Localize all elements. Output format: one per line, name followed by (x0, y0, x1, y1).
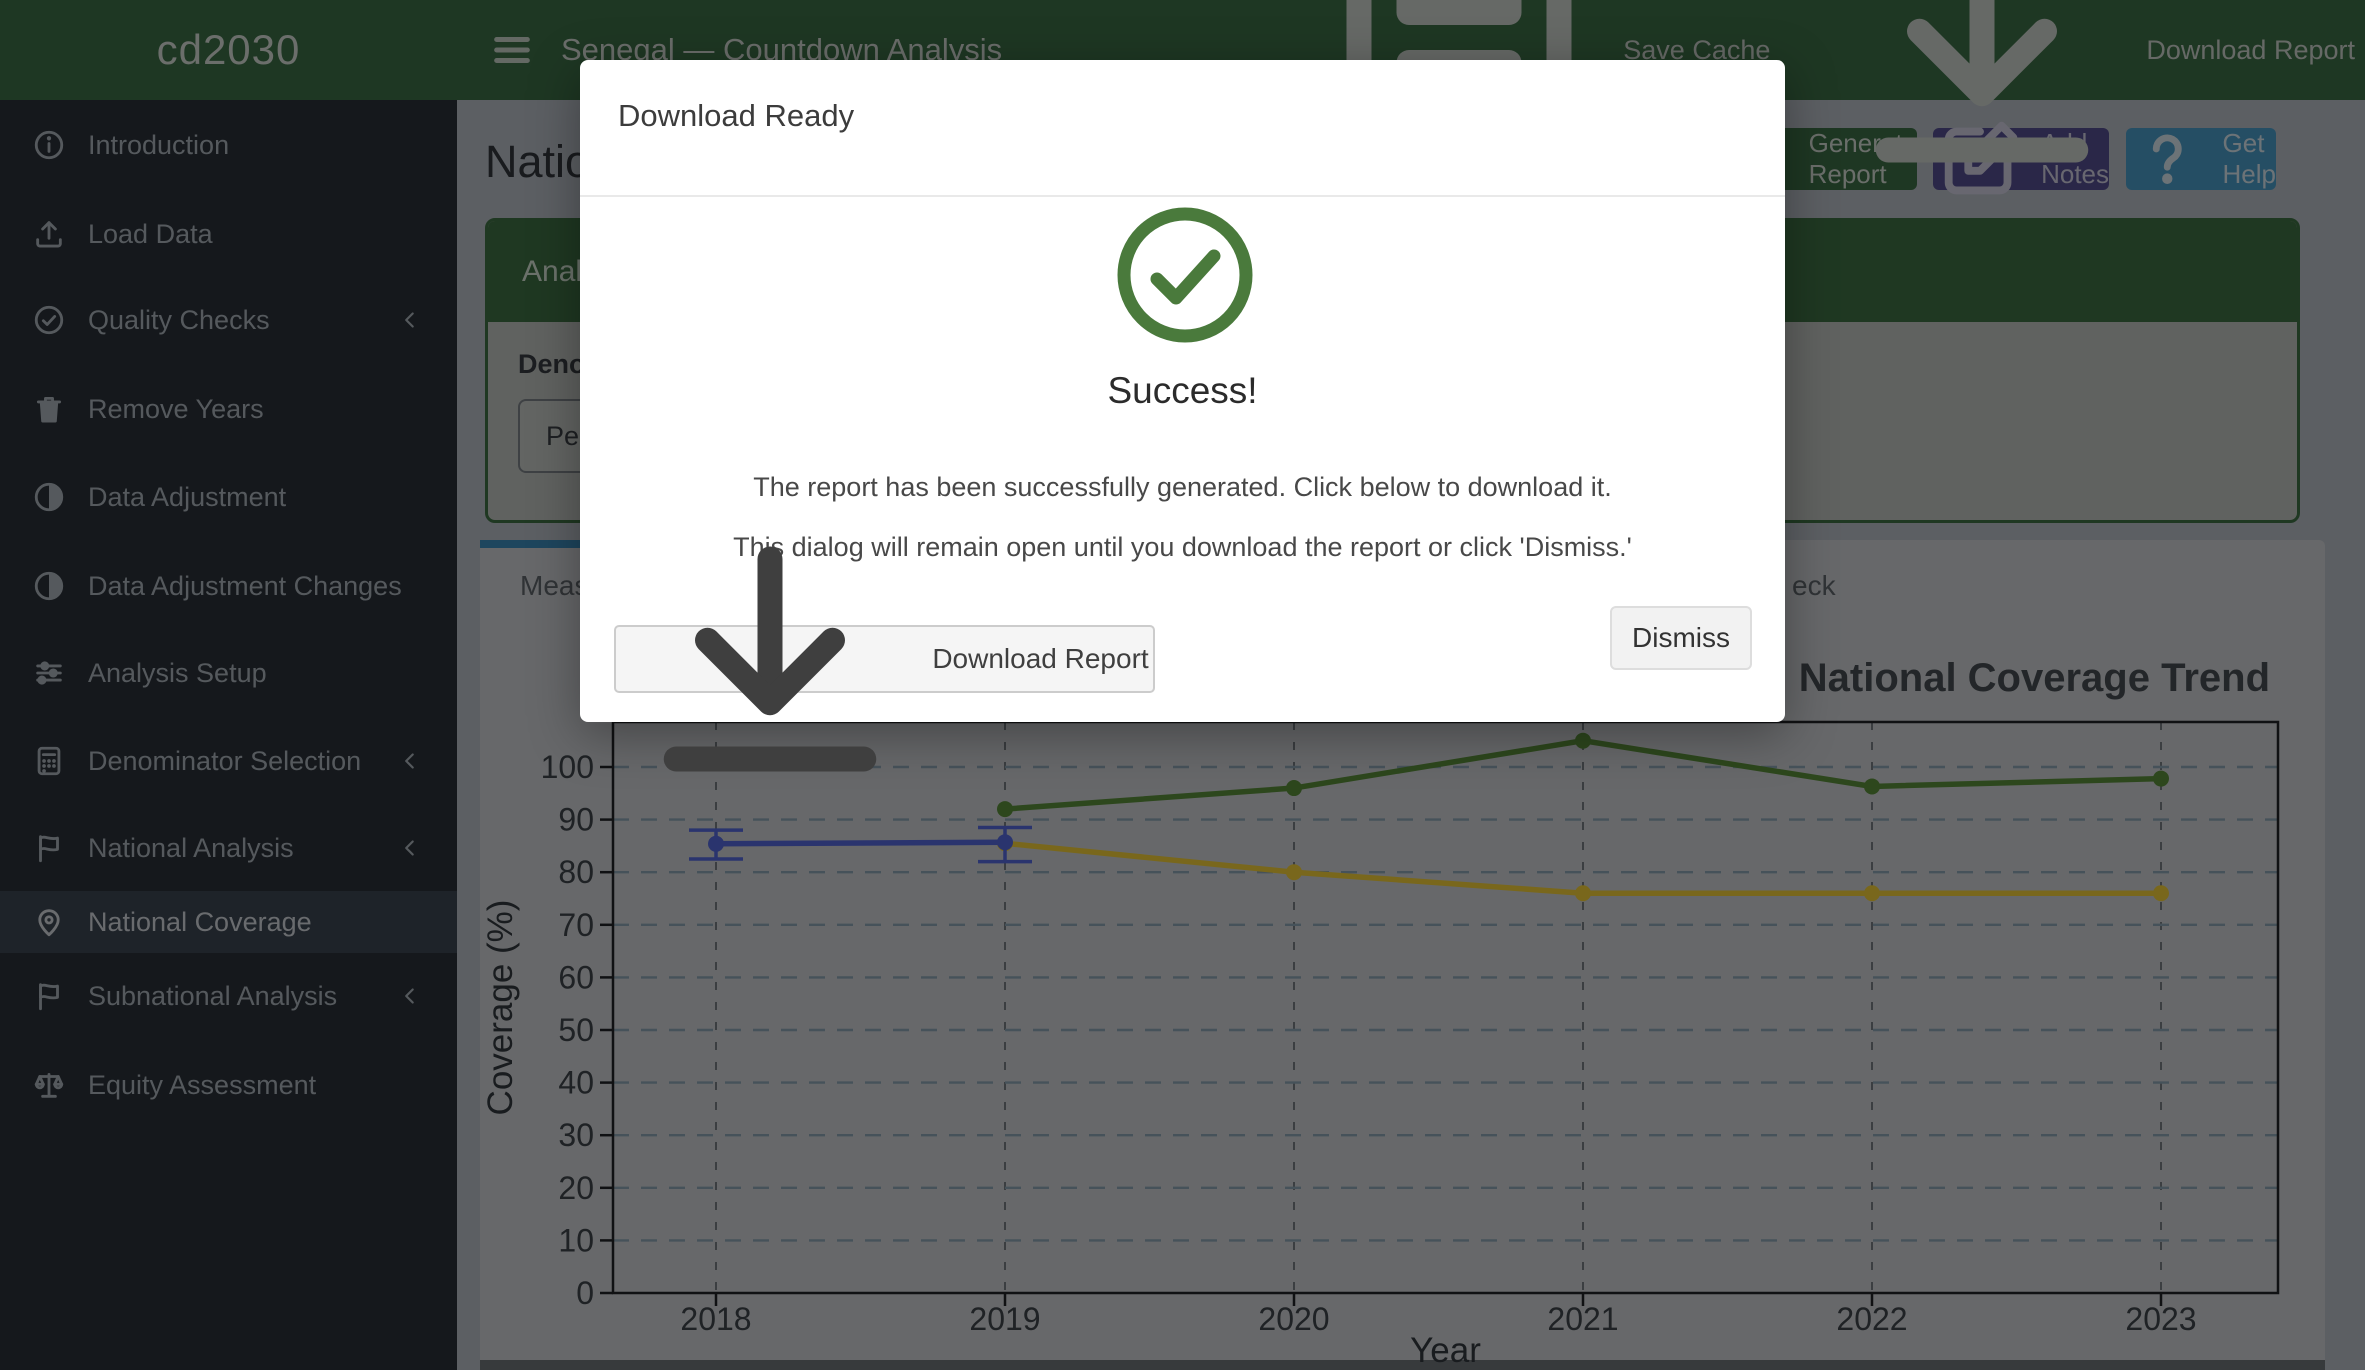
modal-download-label: Download Report (932, 643, 1149, 674)
modal-divider (580, 195, 1785, 197)
modal-message-2: This dialog will remain open until you d… (733, 532, 1632, 562)
modal-message-1: The report has been successfully generat… (753, 472, 1612, 502)
modal-title: Download Ready (618, 98, 855, 133)
modal-download-report-button[interactable]: Download Report (614, 546, 1155, 772)
success-heading: Success! (1107, 370, 1258, 411)
success-check-icon (1110, 200, 1260, 350)
download-icon (620, 509, 920, 809)
download-ready-modal: Download Ready Success! The report has b… (580, 60, 1785, 772)
modal-dismiss-button[interactable]: Dismiss (1610, 606, 1752, 670)
